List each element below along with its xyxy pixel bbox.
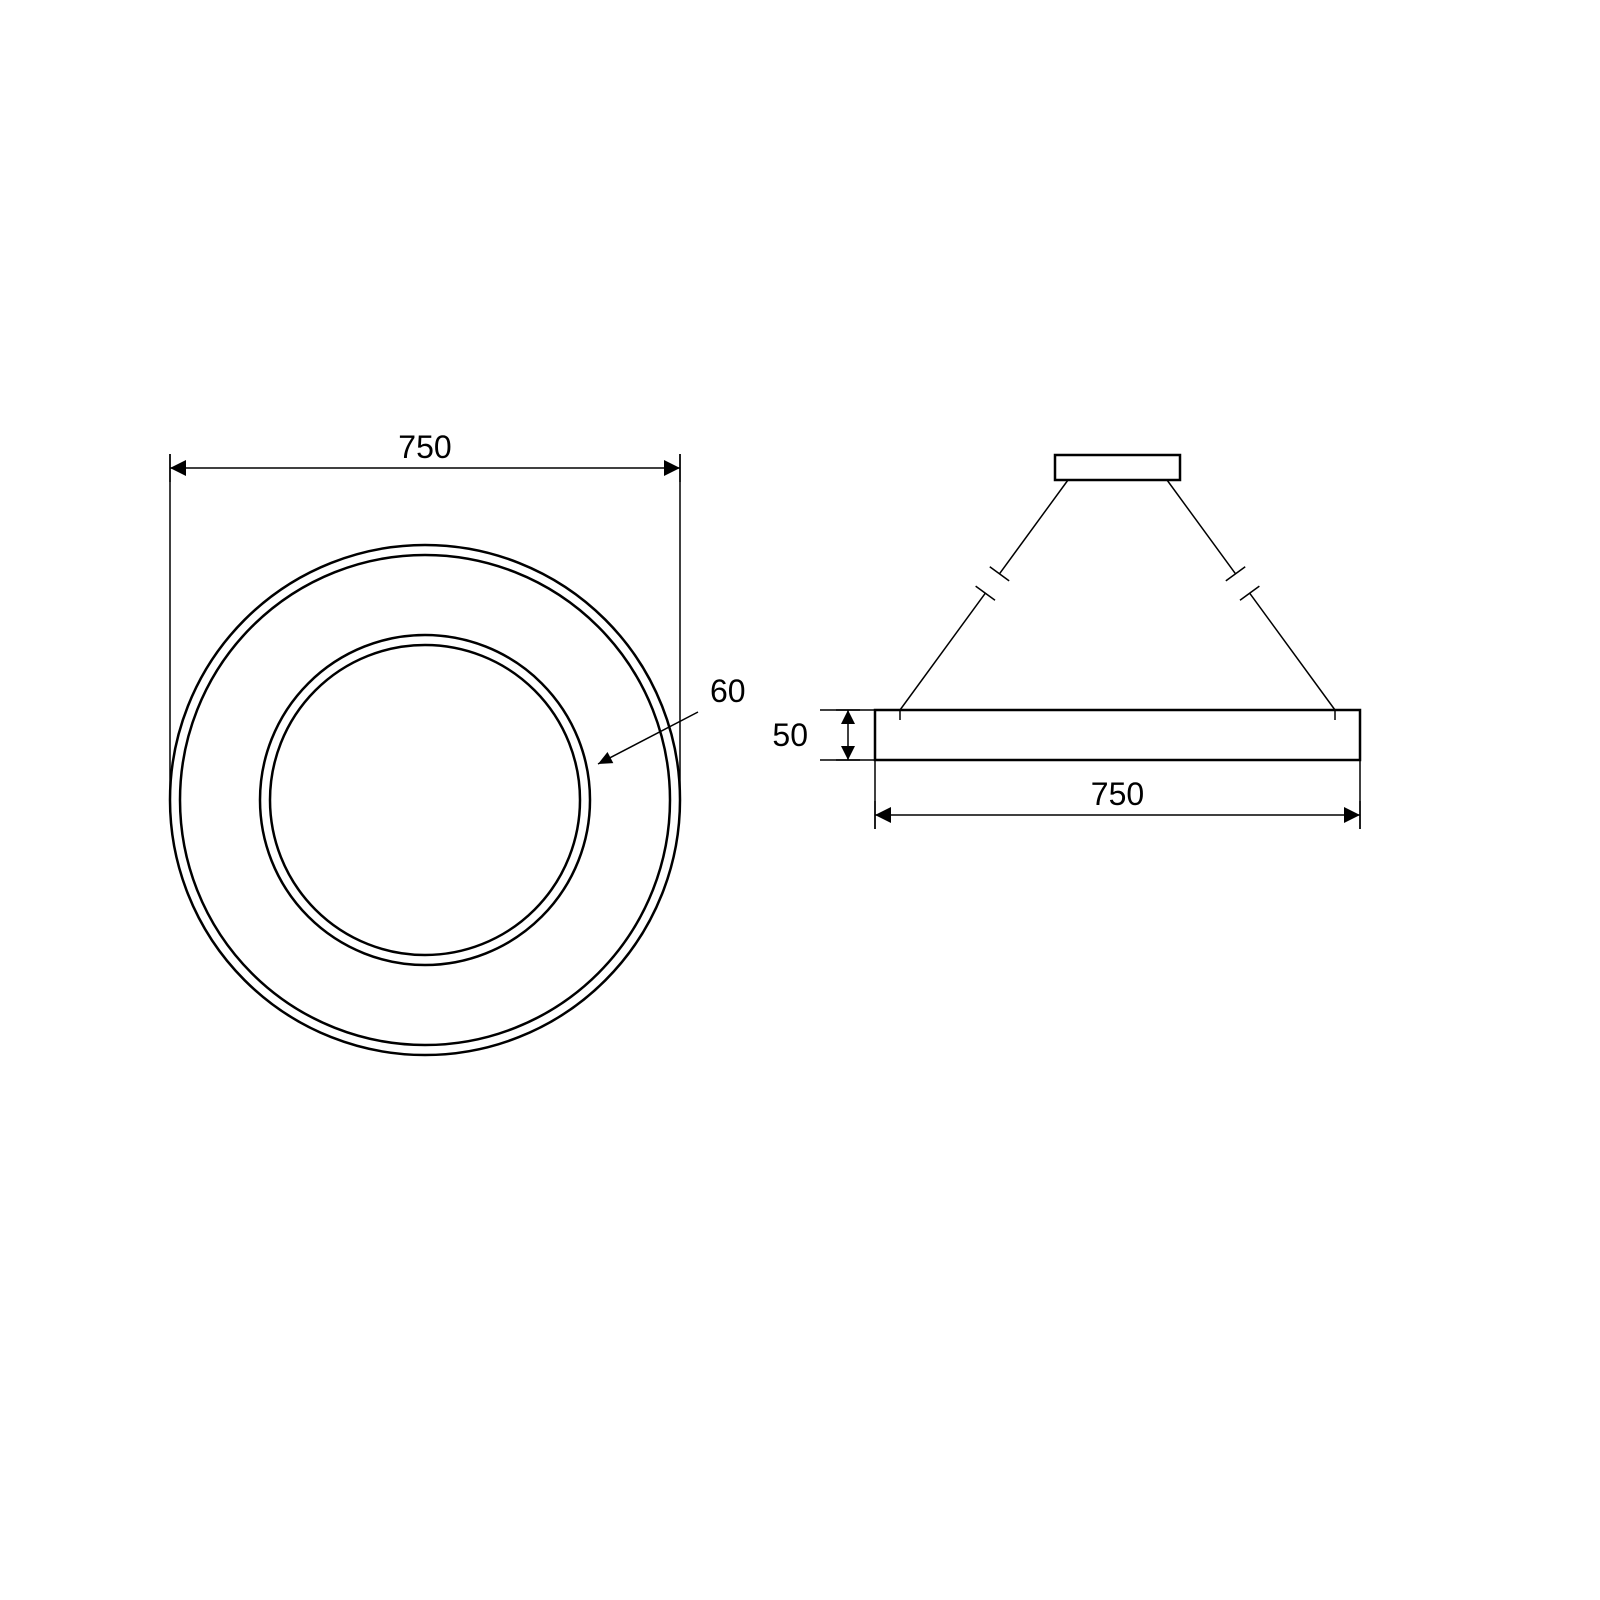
luminaire-body <box>875 710 1360 760</box>
dim-outer-diameter: 750 <box>398 429 451 465</box>
ring-circle <box>260 635 590 965</box>
ring-circle <box>270 645 580 955</box>
technical-drawing: 750 60 50 750 <box>0 0 1600 1600</box>
ring-circle <box>180 555 670 1045</box>
ceiling-canopy <box>1055 455 1180 480</box>
dim-ring-thickness: 60 <box>710 673 746 709</box>
dim-body-height: 50 <box>772 717 808 753</box>
ring-circle <box>170 545 680 1055</box>
dim-body-width: 750 <box>1091 776 1144 812</box>
